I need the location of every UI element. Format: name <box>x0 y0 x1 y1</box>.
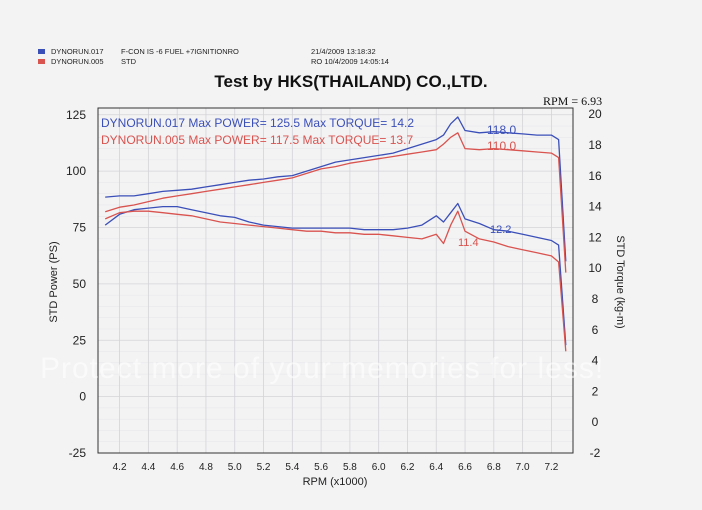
y-left-tick-label: 75 <box>73 221 87 235</box>
x-tick-label: 6.0 <box>372 462 386 473</box>
x-tick-label: 4.4 <box>141 462 155 473</box>
run2-date: RO 10/4/2009 14:05:14 <box>311 57 389 66</box>
label-11-4: 11.4 <box>458 237 479 249</box>
y-right-label: STD Torque (kg-m) <box>614 235 626 328</box>
x-tick-label: 5.6 <box>314 462 328 473</box>
y-left-tick-label: 100 <box>66 164 86 178</box>
run1-swatch <box>38 49 45 54</box>
rpm-readout: RPM = 6.93 <box>543 94 603 108</box>
series-line-dynorun-017-power <box>105 116 567 262</box>
run2-id: DYNORUN.005 <box>51 57 104 66</box>
annotation-run1: DYNORUN.017 Max POWER= 125.5 Max TORQUE=… <box>101 116 414 130</box>
run1-id: DYNORUN.017 <box>51 47 104 56</box>
series-line-dynorun-005-power <box>105 132 567 273</box>
plot-frame <box>97 107 574 454</box>
y-right-tick-label: 6 <box>592 323 599 337</box>
x-axis-label: RPM (x1000) <box>303 476 368 488</box>
x-tick-label: 6.8 <box>487 462 501 473</box>
x-tick-label: 6.4 <box>429 462 443 473</box>
y-right-tick-label: 16 <box>588 169 602 183</box>
x-tick-label: 4.2 <box>113 462 127 473</box>
y-right-tick-label: 4 <box>592 354 599 368</box>
y-left-tick-label: 125 <box>66 108 86 122</box>
y-left-tick-label: 0 <box>79 390 86 404</box>
x-tick-label: 5.8 <box>343 462 357 473</box>
x-tick-label: 7.0 <box>516 462 530 473</box>
legend-row-run2: DYNORUN.005 STD RO 10/4/2009 14:05:14 <box>38 56 389 67</box>
y-left-tick-label: 50 <box>73 277 87 291</box>
chart-title: Test by HKS(THAILAND) CO.,LTD. <box>214 72 488 91</box>
x-tick-label: 5.0 <box>228 462 242 473</box>
y-right-tick-label: 2 <box>592 384 599 398</box>
y-right-tick-label: -2 <box>590 446 601 460</box>
watermark-text: Protect more of your memories for less! <box>40 352 605 385</box>
run1-desc: F-CON IS -6 FUEL +7IGNITIONRO <box>121 47 239 56</box>
series-layer <box>104 116 567 352</box>
y-right-tick-label: 8 <box>592 292 599 306</box>
run1-date: 21/4/2009 13:18:32 <box>311 47 376 56</box>
y-left-tick-label: 25 <box>73 333 87 347</box>
run2-swatch <box>38 59 45 64</box>
label-118: 118.0 <box>487 123 516 137</box>
x-tick-label: 4.8 <box>199 462 213 473</box>
x-tick-label: 5.2 <box>257 462 271 473</box>
y-left-label: STD Power (PS) <box>48 241 60 322</box>
y-right-tick-label: 12 <box>588 230 602 244</box>
y-right-tick-label: 18 <box>588 138 602 152</box>
label-110: 110.0 <box>487 139 516 153</box>
x-tick-label: 5.4 <box>285 462 299 473</box>
legend-row-run1: DYNORUN.017 F-CON IS -6 FUEL +7IGNITIONR… <box>38 46 376 57</box>
y-right-tick-label: 0 <box>592 415 599 429</box>
x-tick-label: 4.6 <box>170 462 184 473</box>
x-tick-label: 6.2 <box>401 462 415 473</box>
series-line-dynorun-017-torque <box>104 202 567 346</box>
x-tick-label: 7.2 <box>544 462 558 473</box>
annotation-run2: DYNORUN.005 Max POWER= 117.5 Max TORQUE=… <box>101 133 413 147</box>
x-tick-label: 6.6 <box>458 462 472 473</box>
y-left-tick-label: -25 <box>69 446 87 460</box>
y-right-tick-label: 14 <box>588 200 602 214</box>
grid <box>98 108 573 454</box>
y-right-tick-label: 10 <box>588 261 602 275</box>
series-line-dynorun-005-torque <box>104 210 567 352</box>
run2-desc: STD <box>121 57 136 66</box>
y-right-tick-label: 20 <box>588 107 602 121</box>
label-12-2: 12.2 <box>490 224 511 236</box>
